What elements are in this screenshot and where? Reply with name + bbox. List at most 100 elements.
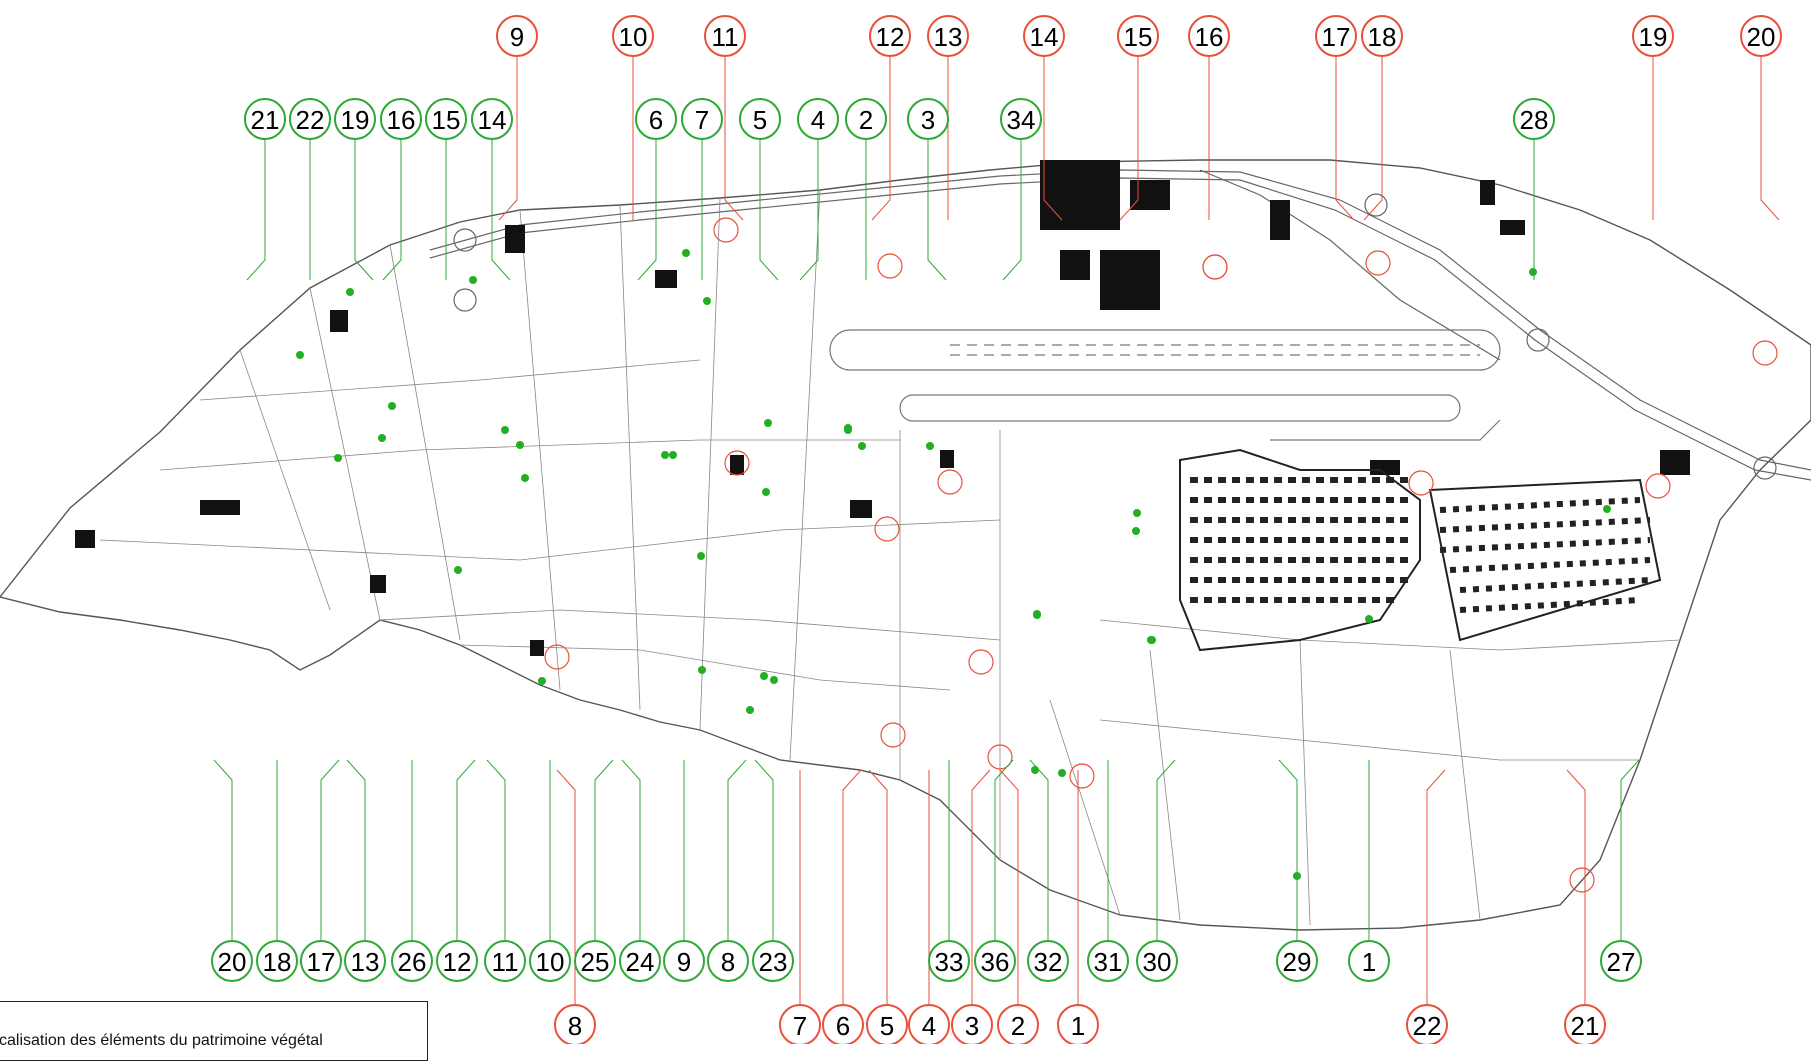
callout-number: 26	[398, 947, 427, 977]
heritage-callout-18: 18	[1361, 15, 1403, 57]
callout-number: 16	[1195, 22, 1224, 52]
heritage-callout-16: 16	[1188, 15, 1230, 57]
vegetal-point	[858, 442, 866, 450]
vegetal-point	[1148, 636, 1156, 644]
vegetal-callout-33: 33	[928, 940, 970, 982]
callout-number: 2	[859, 105, 873, 135]
vegetal-callout-28: 28	[1513, 98, 1555, 140]
vegetal-callout-4: 4	[797, 98, 839, 140]
callout-circle	[1000, 98, 1042, 140]
callout-circle	[974, 940, 1016, 982]
leader-line	[999, 769, 1019, 1005]
vegetal-point	[1031, 766, 1039, 774]
callout-circle	[1348, 940, 1390, 982]
callout-number: 33	[935, 947, 964, 977]
vegetal-callout-2: 2	[845, 98, 887, 140]
leader-lines	[213, 56, 1780, 1005]
callout-circle	[1513, 98, 1555, 140]
leader-line	[491, 139, 511, 281]
vegetal-callout-19: 19	[334, 98, 376, 140]
leader-line	[1029, 759, 1049, 941]
commune-boundary	[0, 159, 1811, 931]
heritage-callout-4: 4	[908, 1004, 950, 1044]
callout-number: 5	[880, 1011, 894, 1041]
callout-number: 19	[1639, 22, 1668, 52]
leader-line	[842, 769, 862, 1005]
vegetal-point	[538, 677, 546, 685]
callout-number: 3	[921, 105, 935, 135]
callout-number: 3	[965, 1011, 979, 1041]
vegetal-point	[516, 441, 524, 449]
leader-line	[1335, 56, 1355, 221]
vegetal-point	[1603, 505, 1611, 513]
callout-number: 11	[492, 947, 519, 977]
callout-circle	[1136, 940, 1178, 982]
callout-number: 15	[1124, 22, 1153, 52]
callout-number: 29	[1283, 947, 1312, 977]
heritage-callout-2: 2	[997, 1004, 1039, 1044]
leader-line	[971, 769, 991, 1005]
callout-circle	[484, 940, 526, 982]
callout-number: 9	[677, 947, 691, 977]
callout-number: 16	[387, 105, 416, 135]
vegetal-callout-21: 21	[244, 98, 286, 140]
heritage-callout-7: 7	[779, 1004, 821, 1044]
vegetal-point	[844, 426, 852, 434]
vegetal-point	[762, 488, 770, 496]
vegetal-heritage-points	[296, 249, 1611, 880]
callout-circle	[1740, 15, 1782, 57]
callout-circle	[211, 940, 253, 982]
callout-circle	[997, 1004, 1039, 1044]
callout-circle	[496, 15, 538, 57]
callout-number: 1	[1071, 1011, 1085, 1041]
callout-number: 34	[1007, 105, 1036, 135]
vegetal-point	[1133, 509, 1141, 517]
vegetal-point	[378, 434, 386, 442]
callout-circle	[612, 15, 654, 57]
heritage-callout-11: 11	[704, 15, 746, 57]
village-center	[1179, 448, 1662, 652]
callout-number: 21	[1571, 1011, 1600, 1041]
callout-number: 25	[581, 947, 610, 977]
callout-number: 13	[351, 947, 380, 977]
callout-number: 17	[1322, 22, 1351, 52]
legend-title: calisation des éléments du patrimoine vé…	[0, 1032, 323, 1049]
vegetal-callout-22: 22	[289, 98, 331, 140]
callout-number: 18	[263, 947, 292, 977]
heritage-site-circle	[1752, 340, 1778, 366]
callout-number: 23	[759, 947, 788, 977]
leader-line	[637, 139, 657, 281]
callout-circle	[951, 1004, 993, 1044]
callout-circle	[344, 940, 386, 982]
callout-number: 12	[876, 22, 905, 52]
callout-number: 1	[1362, 947, 1376, 977]
heritage-site-circle	[987, 744, 1013, 770]
callout-circle	[707, 940, 749, 982]
callout-circle	[1406, 1004, 1448, 1044]
callout-circle	[1632, 15, 1674, 57]
callout-number: 15	[432, 105, 461, 135]
vegetal-callout-14: 14	[471, 98, 513, 140]
callout-number: 18	[1368, 22, 1397, 52]
heritage-callout-22: 22	[1406, 1004, 1448, 1044]
callout-circle	[471, 98, 513, 140]
heritage-callout-14: 14	[1023, 15, 1065, 57]
leader-line	[799, 139, 819, 281]
heritage-site-circle	[1645, 473, 1671, 499]
vegetal-point	[469, 276, 477, 284]
callout-circle	[1117, 15, 1159, 57]
vegetal-callout-31: 31	[1087, 940, 1129, 982]
heritage-site-circle	[1408, 470, 1434, 496]
callout-number: 9	[510, 22, 524, 52]
leader-line	[354, 139, 374, 281]
vegetal-callout-27: 27	[1600, 940, 1642, 982]
leader-line	[1426, 769, 1446, 1005]
heritage-callout-17: 17	[1315, 15, 1357, 57]
vegetal-callout-32: 32	[1027, 940, 1069, 982]
vegetal-point	[334, 454, 342, 462]
callout-number: 31	[1094, 947, 1123, 977]
callout-circle	[619, 940, 661, 982]
heritage-callout-21: 21	[1564, 1004, 1606, 1044]
heritage-site-circle	[724, 450, 750, 476]
heritage-callout-1: 1	[1057, 1004, 1099, 1044]
